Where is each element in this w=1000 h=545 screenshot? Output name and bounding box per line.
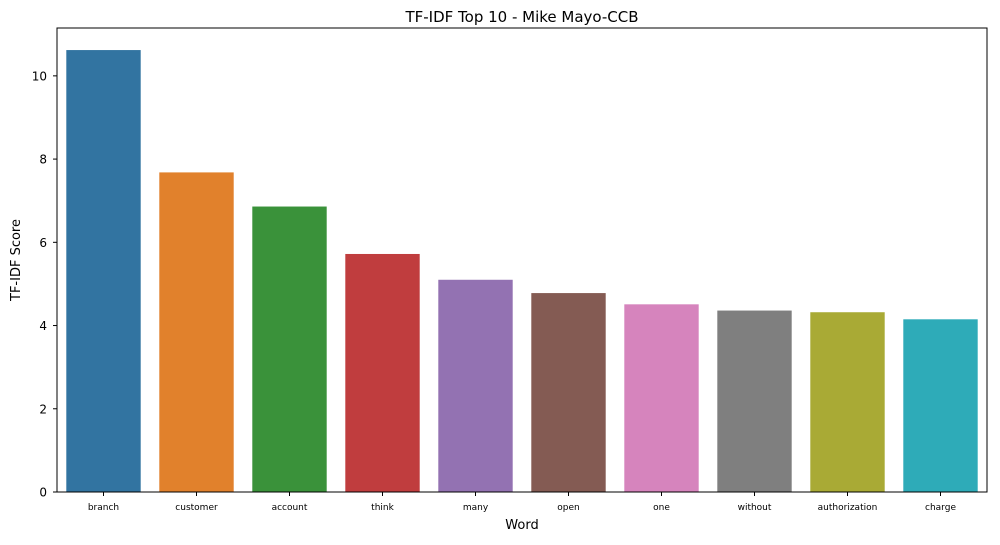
- plot-frame: [56, 27, 988, 493]
- x-tick-label: branch: [88, 503, 119, 513]
- x-tick-label: charge: [925, 503, 956, 513]
- bar-without: [717, 310, 792, 492]
- bar-many: [438, 279, 513, 492]
- bar-charge: [903, 319, 978, 492]
- plot-area: branch customer account think many open one wit…: [32, 50, 978, 513]
- y-tick-label: 2: [39, 402, 47, 416]
- bar-account: [252, 206, 327, 492]
- chart-title: TF-IDF Top 10 - Mike Mayo-CCB: [404, 8, 638, 26]
- y-tick-label: 4: [39, 319, 47, 333]
- x-tick-label: many: [463, 503, 489, 513]
- x-tick-label: authorization: [818, 503, 878, 513]
- y-tick-label: 8: [39, 153, 47, 167]
- bar-branch: [66, 50, 141, 493]
- bar-authorization: [810, 312, 885, 492]
- x-tick-label: account: [272, 503, 308, 513]
- y-tick-label: 10: [32, 69, 47, 83]
- bar-think: [345, 253, 420, 492]
- bar-open: [531, 293, 606, 492]
- x-axis-label: Word: [505, 518, 538, 533]
- x-tick-label: customer: [175, 503, 218, 513]
- x-tick-label: without: [738, 503, 772, 513]
- y-axis-label: TF-IDF Score: [9, 219, 24, 302]
- y-tick-label: 0: [39, 486, 47, 500]
- x-tick-label: open: [557, 503, 579, 513]
- x-tick-label: think: [371, 503, 394, 513]
- x-tick-label: one: [653, 503, 670, 513]
- bar-customer: [159, 172, 234, 492]
- bar-one: [624, 304, 699, 492]
- y-tick-label: 6: [39, 236, 47, 250]
